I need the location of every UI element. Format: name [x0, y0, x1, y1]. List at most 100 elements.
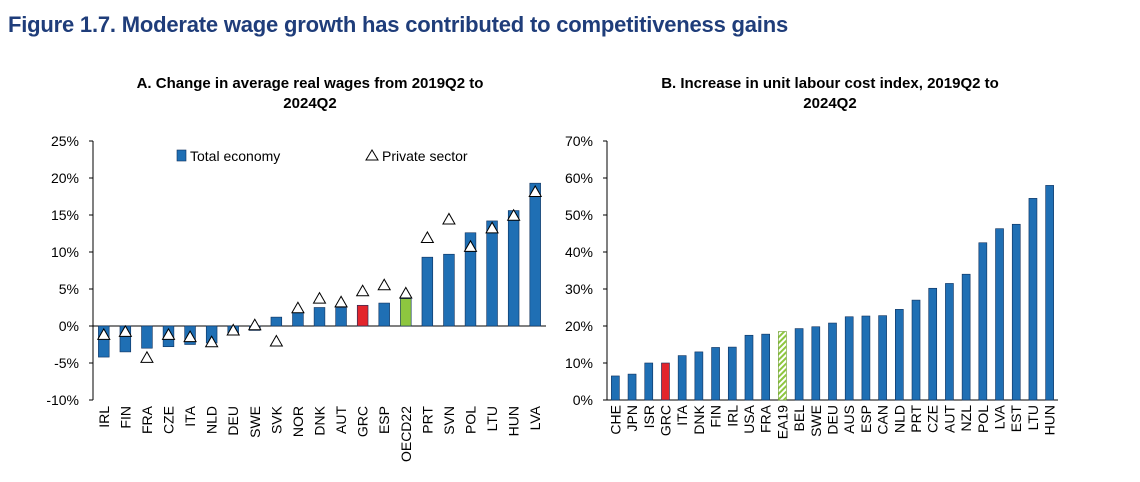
panel-a-marker-nld — [204, 335, 219, 348]
panel-a-marker-swe — [247, 318, 262, 331]
panel-a-bar-ltu — [486, 220, 498, 327]
panel-b-bar-irl — [727, 346, 737, 401]
panel-b-bar-bel — [794, 328, 804, 401]
panel-b-y-tick-label: 60% — [565, 170, 593, 186]
panel-b-y-tick-label: 20% — [565, 318, 593, 334]
panel-a-bar-hun — [507, 210, 520, 327]
panel-b-y-tick-label: 40% — [565, 244, 593, 260]
panel-a-marker-ita — [183, 330, 197, 343]
panel-a-bar-irl — [98, 325, 110, 358]
panel-a-y-tick-label: 25% — [51, 133, 79, 149]
panel-a-bar-dnk — [313, 307, 326, 327]
panel-a-marker-grc — [355, 284, 370, 297]
panel-a-y-tick-label: 0% — [59, 318, 79, 334]
panel-b-bar-jpn — [627, 373, 637, 401]
panel-a-bar-nor — [292, 312, 304, 327]
panel-a-marker-esp — [377, 278, 392, 291]
panel-b-bar-est — [1011, 223, 1021, 401]
panel-a-marker-aut — [334, 295, 348, 308]
legend-bar-swatch — [176, 149, 187, 162]
panel-a-y-tick-label: -5% — [54, 355, 79, 371]
panel-a-legend: Total economy Private sector — [176, 148, 468, 164]
panel-b-bar-usa — [744, 334, 754, 401]
panel-b-bar-fin — [711, 347, 720, 401]
panel-a-bar-svk — [270, 316, 283, 327]
legend-triangle-icon — [365, 149, 379, 161]
panel-a-category-label: FIN — [117, 406, 133, 429]
panel-a-marker-pol — [463, 239, 478, 252]
panel-b-title: B. Increase in unit labour cost index, 2… — [600, 74, 1060, 114]
panel-a-category-label: DNK — [312, 405, 328, 435]
panel-a-category-label: SVK — [268, 405, 284, 434]
panel-b-bar-ita — [677, 355, 687, 401]
panel-b-category-label: BEL — [791, 405, 807, 432]
panel-b-y-tick-label: 10% — [565, 355, 593, 371]
panel-a-category-label: ITA — [182, 405, 198, 426]
panel-b-category-label: LVA — [992, 404, 1008, 429]
panel-a-bar-oecd22 — [400, 298, 412, 327]
panel-a-category-label: LTU — [484, 406, 500, 431]
panel-b-bar-dnk — [694, 351, 704, 401]
panel-b-category-label: CHE — [607, 405, 623, 435]
panel-b-category-label: IRL — [724, 405, 740, 427]
panel-a-category-label: HUN — [506, 406, 522, 436]
panel-a-category-label: GRC — [355, 406, 371, 437]
panel-a-category-label: LVA — [527, 405, 543, 430]
panel-b-bar-hun — [1045, 185, 1054, 401]
panel-a-marker-ltu — [485, 221, 499, 234]
legend-private-sector: Private sector — [382, 148, 468, 164]
panel-b-y-tick-label: 30% — [565, 281, 593, 297]
panel-b-category-label: NZL — [958, 405, 974, 432]
panel-b-y-tick-label: 70% — [565, 133, 593, 149]
panel-a-category-label: SWE — [247, 406, 263, 438]
panel-b-bar-isr — [644, 362, 654, 401]
panel-a-marker-nor — [291, 301, 305, 314]
panel-a-category-label: AUT — [333, 406, 349, 434]
panel-a-title: A. Change in average real wages from 201… — [80, 74, 540, 114]
panel-b-category-label: NLD — [891, 405, 907, 433]
panel-b-bar-ea19 — [778, 331, 787, 401]
panel-a-bar-prt — [421, 256, 434, 327]
figure-title: Figure 1.7. Moderate wage growth has con… — [8, 12, 788, 37]
panel-b-category-label: EST — [1008, 405, 1024, 433]
panel-a-bar-svn — [443, 253, 455, 327]
panel-a-y-tick-label: 10% — [51, 244, 79, 260]
panel-a-category-label: PRT — [419, 406, 435, 434]
panel-b-category-label: AUS — [841, 405, 857, 434]
panel-b-bar-aut — [945, 283, 954, 401]
panel-b-bar-prt — [911, 299, 921, 401]
panel-b-category-label: FRA — [758, 404, 774, 433]
panel-b-category-label: AUT — [941, 405, 957, 433]
panel-a-bar-lva — [529, 182, 541, 327]
panel-a-title-line2: 2024Q2 — [283, 95, 337, 112]
panel-b-category-label: ESP — [858, 405, 874, 433]
panel-b-bar-deu — [828, 322, 837, 401]
panel-b-bar-nld — [895, 309, 904, 401]
panel-b-category-label: HUN — [1042, 405, 1058, 435]
panel-a-marker-irl — [96, 327, 111, 340]
panel-b-category-label: JPN — [624, 405, 640, 431]
panel-a-y-tick-label: 5% — [59, 281, 79, 297]
panel-b-bar-can — [878, 315, 887, 401]
panel-b-category-label: GRC — [657, 405, 673, 436]
panel-a-marker-prt — [420, 230, 435, 243]
panel-a-y-tick-label: 15% — [51, 207, 79, 223]
panel-a-marker-svk — [269, 334, 284, 347]
panel-b-category-label: EA19 — [774, 405, 790, 439]
panel-a-bar-grc — [356, 304, 369, 327]
panel-a-category-label: OECD22 — [398, 406, 414, 462]
panel-a-marker-hun — [506, 208, 521, 221]
panel-a-bar-pol — [464, 232, 477, 327]
panel-a-marker-oecd22 — [398, 286, 413, 299]
panel-b-category-label: USA — [741, 404, 757, 433]
panel-a-category-label: NLD — [204, 406, 220, 434]
panel-a-chart: -10% -5% 0% 5% 10% 15% 20% 25% IRL FIN FRA CZE ITA NL… — [46, 133, 546, 462]
panel-b-category-label: ITA — [674, 404, 690, 425]
panel-b-bar-ltu — [1028, 198, 1038, 401]
legend-total-economy: Total economy — [190, 148, 280, 164]
panel-b-category-label: SWE — [808, 405, 824, 437]
panel-a-category-label: DEU — [225, 406, 241, 436]
panel-b-category-label: CZE — [925, 405, 941, 433]
panel-a-category-label: ESP — [376, 406, 392, 434]
